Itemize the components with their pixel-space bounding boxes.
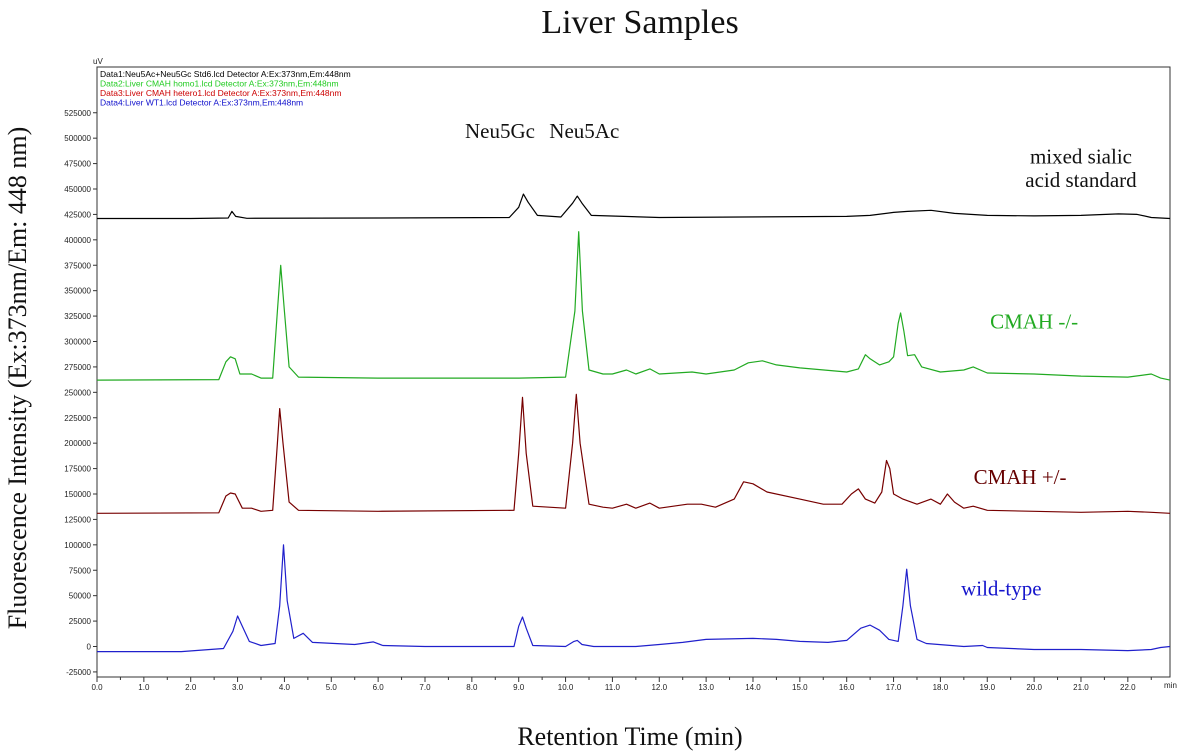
y-tick-label: 200000 bbox=[64, 439, 91, 448]
y-tick-label: 100000 bbox=[64, 541, 91, 550]
x-tick-label: 13.0 bbox=[698, 683, 714, 692]
x-tick-label: 1.0 bbox=[138, 683, 150, 692]
trace-label: acid standard bbox=[1025, 168, 1137, 192]
x-axis-title: Retention Time (min) bbox=[517, 722, 742, 751]
y-tick-label: 350000 bbox=[64, 287, 91, 296]
y-tick-label: 175000 bbox=[64, 465, 91, 474]
trace-line-2 bbox=[96, 393, 1171, 514]
y-tick-label: 0 bbox=[87, 643, 92, 652]
chart-title: Liver Samples bbox=[541, 4, 738, 41]
x-tick-label: 9.0 bbox=[513, 683, 525, 692]
x-tick-label: 16.0 bbox=[839, 683, 855, 692]
x-tick-label: 15.0 bbox=[792, 683, 808, 692]
y-tick-label: 25000 bbox=[69, 617, 92, 626]
y-tick-label: 250000 bbox=[64, 388, 91, 397]
y-tick-label: 375000 bbox=[64, 261, 91, 270]
trace-line-1 bbox=[96, 231, 1171, 381]
trace-line-3 bbox=[97, 544, 1171, 653]
x-tick-label: 5.0 bbox=[326, 683, 338, 692]
y-tick-label: 75000 bbox=[69, 566, 92, 575]
y-axis-title: Fluorescence Intensity (Ex:373nm/Em: 448… bbox=[3, 127, 32, 630]
y-tick-label: 225000 bbox=[64, 414, 91, 423]
x-tick-label: 20.0 bbox=[1026, 683, 1042, 692]
x-tick-label: 11.0 bbox=[605, 683, 621, 692]
x-tick-label: 6.0 bbox=[373, 683, 385, 692]
y-tick-label: 400000 bbox=[64, 236, 91, 245]
x-tick-label: 12.0 bbox=[651, 683, 667, 692]
x-tick-label: 4.0 bbox=[279, 683, 291, 692]
y-tick-label: 50000 bbox=[69, 592, 92, 601]
x-tick-label: 10.0 bbox=[558, 683, 574, 692]
y-tick-label: 300000 bbox=[64, 338, 91, 347]
peak-label: Neu5Ac bbox=[549, 119, 619, 143]
x-tick-label: 7.0 bbox=[419, 683, 431, 692]
y-tick-label: 150000 bbox=[64, 490, 91, 499]
trace-label: wild-type bbox=[961, 577, 1041, 601]
y-tick-label: -25000 bbox=[66, 668, 91, 677]
trace-group bbox=[96, 193, 1171, 653]
y-tick-label: 475000 bbox=[64, 160, 91, 169]
legend-entry: Data2:Liver CMAH homo1.lcd Detector A:Ex… bbox=[100, 79, 339, 89]
y-tick-label: 125000 bbox=[64, 515, 91, 524]
x-tick-label: 22.0 bbox=[1120, 683, 1136, 692]
x-tick-label: 14.0 bbox=[745, 683, 761, 692]
x-tick-label: 21.0 bbox=[1073, 683, 1089, 692]
y-tick-label: 425000 bbox=[64, 210, 91, 219]
legend-entry: Data1:Neu5Ac+Neu5Gc Std6.lcd Detector A:… bbox=[100, 69, 351, 79]
y-tick-label: 525000 bbox=[64, 109, 91, 118]
x-tick-label: 8.0 bbox=[466, 683, 478, 692]
x-tick-label: 3.0 bbox=[232, 683, 244, 692]
peak-label: Neu5Gc bbox=[465, 119, 535, 143]
trace-label: CMAH -/- bbox=[990, 309, 1078, 333]
x-tick-label: 18.0 bbox=[933, 683, 949, 692]
legend-entry: Data4:Liver WT1.lcd Detector A:Ex:373nm,… bbox=[100, 98, 303, 108]
trace-label: mixed sialic bbox=[1030, 145, 1132, 169]
y-axis-ticks: -25000 0 25000 50000 75000 100000 125000 150000… bbox=[64, 109, 97, 677]
y-unit-label: uV bbox=[93, 57, 103, 66]
trace-line-0 bbox=[97, 193, 1171, 220]
x-tick-label: 19.0 bbox=[979, 683, 995, 692]
y-tick-label: 450000 bbox=[64, 185, 91, 194]
x-unit-label: min bbox=[1164, 681, 1177, 690]
y-tick-label: 275000 bbox=[64, 363, 91, 372]
x-tick-label: 2.0 bbox=[185, 683, 197, 692]
legend-entry: Data3:Liver CMAH hetero1.lcd Detector A:… bbox=[100, 88, 341, 98]
y-tick-label: 500000 bbox=[64, 134, 91, 143]
x-tick-label: 0.0 bbox=[91, 683, 103, 692]
trace-label: CMAH +/- bbox=[974, 465, 1067, 489]
x-axis-ticks: 0.0 1.0 2.0 3.0 4.0 5.0 6.0 7.0 8.0 9.0 10.0 11.0 12… bbox=[91, 677, 1152, 692]
legend: Data1:Neu5Ac+Neu5Gc Std6.lcd Detector A:… bbox=[100, 69, 351, 108]
plot-frame bbox=[96, 66, 1171, 678]
y-tick-label: 325000 bbox=[64, 312, 91, 321]
x-tick-label: 17.0 bbox=[886, 683, 902, 692]
